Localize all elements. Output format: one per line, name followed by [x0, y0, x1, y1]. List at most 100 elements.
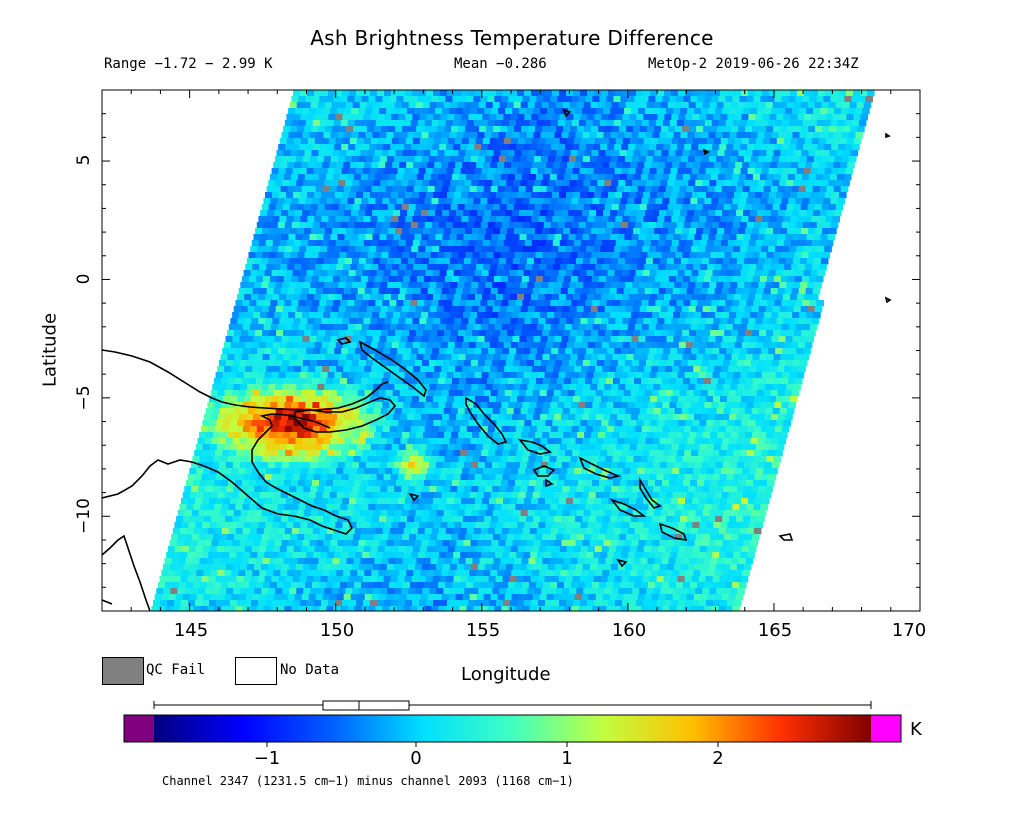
swath-pixel [678, 138, 687, 145]
swath-pixel [253, 336, 262, 343]
swath-pixel [489, 114, 497, 121]
swath-pixel [734, 216, 742, 223]
swath-pixel [656, 168, 665, 175]
swath-pixel [742, 162, 750, 169]
swath-pixel [837, 96, 845, 103]
swath-pixel [547, 336, 556, 343]
swath-pixel [562, 384, 570, 391]
swath-pixel [785, 414, 793, 421]
swath-pixel [455, 186, 464, 193]
swath-pixel [779, 204, 788, 211]
swath-pixel [551, 270, 560, 277]
swath-pixel [484, 108, 492, 115]
swath-pixel [283, 252, 292, 259]
swath-pixel [775, 168, 784, 175]
swath-pixel [473, 378, 481, 385]
swath-pixel [344, 132, 353, 139]
swath-pixel [611, 204, 620, 211]
swath-pixel [470, 258, 479, 265]
swath-pixel [501, 324, 510, 331]
swath-pixel [475, 90, 483, 97]
swath-pixel [652, 132, 661, 139]
swath-pixel [561, 132, 570, 139]
swath-pixel [336, 390, 345, 397]
swath-pixel [274, 360, 283, 367]
swath-pixel [489, 90, 497, 97]
swath-pixel [326, 96, 334, 103]
swath-pixel [214, 426, 223, 433]
swath-pixel [335, 444, 344, 451]
swath-pixel [802, 120, 811, 127]
swath-pixel [379, 210, 387, 217]
swath-pixel [363, 192, 371, 199]
swath-pixel [480, 96, 488, 103]
swath-pixel [294, 366, 302, 373]
swath-pixel [805, 162, 813, 169]
swath-pixel [556, 276, 565, 283]
swath-pixel [798, 366, 806, 373]
swath-pixel [368, 426, 377, 433]
swath-pixel [721, 186, 730, 193]
swath-pixel [601, 294, 609, 301]
swath-pixel [547, 132, 556, 139]
swath-pixel [291, 324, 300, 331]
swath-pixel [382, 378, 390, 385]
swath-pixel [399, 264, 407, 271]
swath-pixel [363, 216, 371, 223]
swath-pixel [440, 114, 448, 121]
swath-pixel [686, 186, 695, 193]
swath-pixel [570, 126, 578, 133]
swath-pixel [780, 252, 789, 259]
swath-pixel [656, 144, 664, 151]
swath-pixel [645, 234, 654, 241]
swath-pixel [460, 348, 468, 355]
swath-pixel [405, 396, 413, 403]
swath-pixel [645, 336, 654, 343]
swath-pixel [514, 252, 523, 259]
swath-pixel [369, 144, 377, 151]
swath-pixel [730, 384, 738, 391]
swath-pixel [290, 276, 299, 283]
swath-pixel [521, 276, 530, 283]
swath-pixel [356, 114, 364, 121]
swath-pixel [832, 138, 841, 145]
swath-pixel [534, 204, 543, 211]
swath-pixel [348, 168, 357, 175]
swath-pixel [340, 300, 348, 307]
swath-pixel [485, 204, 494, 211]
swath-pixel [397, 144, 405, 151]
swath-pixel [409, 354, 418, 361]
swath-pixel [561, 312, 569, 319]
swath-pixel [542, 276, 551, 283]
swath-pixel [361, 426, 370, 433]
swath-pixel [404, 270, 413, 277]
swath-pixel [517, 240, 526, 247]
swath-pixel [550, 402, 558, 409]
swath-pixel [525, 390, 534, 397]
swath-pixel [552, 216, 560, 223]
swath-pixel [557, 300, 565, 307]
swath-pixel [614, 144, 622, 151]
swath-pixel [496, 90, 504, 97]
swath-pixel [257, 246, 265, 253]
swath-pixel [434, 366, 442, 373]
swath-pixel [476, 390, 485, 397]
swath-pixel [551, 372, 560, 379]
swath-pixel [701, 336, 710, 343]
swath-pixel [277, 222, 286, 229]
swath-pixel [449, 360, 458, 367]
swath-pixel [776, 192, 784, 199]
swath-pixel [727, 138, 736, 145]
swath-pixel [644, 162, 652, 169]
swath-pixel [726, 372, 735, 379]
swath-pixel [308, 390, 317, 397]
swath-pixel [722, 108, 730, 115]
swath-pixel [284, 324, 293, 331]
swath-pixel [418, 246, 426, 253]
swath-pixel [355, 246, 363, 253]
swath-pixel [566, 216, 574, 223]
swath-pixel [371, 162, 379, 169]
swath-pixel [371, 390, 380, 397]
swath-pixel [429, 204, 438, 211]
swath-pixel [420, 162, 428, 169]
